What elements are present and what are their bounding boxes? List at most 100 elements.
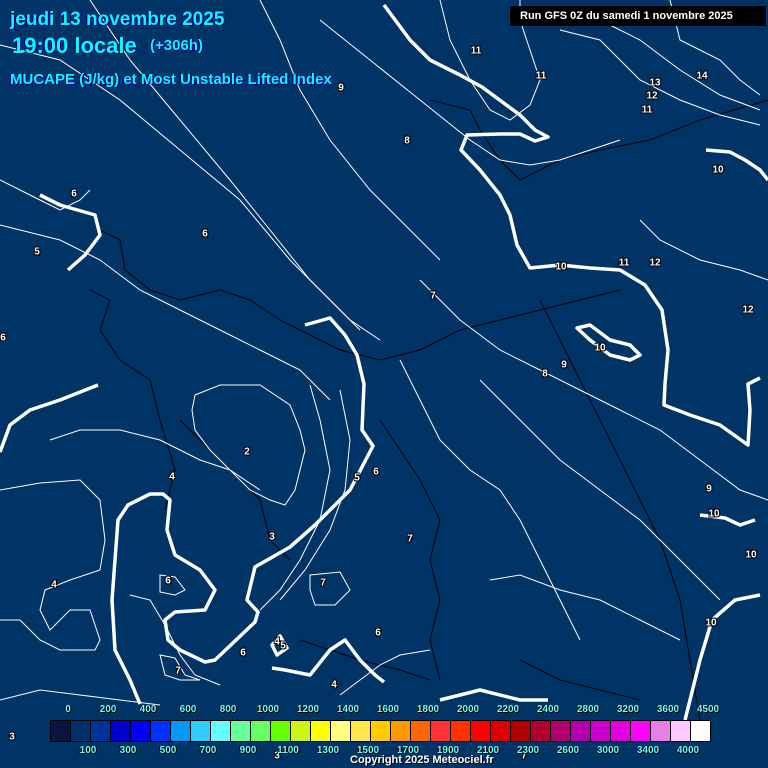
- legend-swatch: [211, 721, 231, 741]
- legend-tick-label: 1600: [376, 704, 400, 715]
- legend-tick-label: 0: [65, 704, 71, 715]
- contour-label: 4: [331, 679, 337, 691]
- contour-label: 11: [641, 104, 653, 116]
- contour-label: 6: [165, 575, 171, 587]
- legend-swatch: [391, 721, 411, 741]
- legend-swatch: [591, 721, 611, 741]
- contour-label: 6: [375, 627, 381, 639]
- legend-tick-label: 500: [159, 745, 177, 756]
- legend-swatch: [451, 721, 471, 741]
- contour-label: 11: [470, 45, 482, 57]
- contour-label: 6: [240, 647, 246, 659]
- legend-tick-label: 2300: [516, 745, 540, 756]
- contour-label: 10: [705, 617, 717, 629]
- contour-label: 12: [649, 257, 661, 269]
- legend-tick-label: 4000: [676, 745, 700, 756]
- thick-contours: [0, 3, 768, 721]
- legend-swatch: [611, 721, 631, 741]
- legend-tick-label: 3000: [596, 745, 620, 756]
- contour-label: 10: [708, 508, 720, 520]
- legend-swatch: [291, 721, 311, 741]
- legend-swatch: [651, 721, 671, 741]
- contour-label: 7: [175, 665, 181, 677]
- contour-label: 8: [542, 368, 548, 380]
- contour-label: 10: [555, 261, 567, 273]
- run-info: Run GFS 0Z du samedi 1 novembre 2025: [510, 6, 766, 26]
- contour-label: 9: [561, 359, 567, 371]
- legend-swatch: [511, 721, 531, 741]
- legend-tick-label: 3400: [636, 745, 660, 756]
- contour-label: 13: [649, 77, 661, 89]
- legend-tick-label: 600: [179, 704, 197, 715]
- legend-tick-label: 2200: [496, 704, 520, 715]
- copyright: Copyright 2025 Meteociel.fr: [350, 754, 494, 766]
- legend-swatch: [311, 721, 331, 741]
- contour-label: 8: [404, 135, 410, 147]
- legend-tick-label: 4500: [696, 704, 720, 715]
- legend-tick-label: 1000: [256, 704, 280, 715]
- contour-label: 7: [521, 750, 527, 762]
- legend-tick-label: 400: [139, 704, 157, 715]
- legend-swatch: [71, 721, 91, 741]
- legend-tick-label: 2400: [536, 704, 560, 715]
- legend-tick-label: 100: [79, 745, 97, 756]
- legend-swatch: [471, 721, 491, 741]
- legend-swatch: [171, 721, 191, 741]
- contour-label: 4: [169, 471, 175, 483]
- legend-swatch: [331, 721, 351, 741]
- contour-label: 6: [0, 332, 6, 344]
- contour-label: 6: [202, 228, 208, 240]
- legend-swatch: [491, 721, 511, 741]
- legend-tick-label: 300: [119, 745, 137, 756]
- legend-swatch: [151, 721, 171, 741]
- contour-label: 4: [274, 636, 280, 648]
- legend-swatch: [251, 721, 271, 741]
- legend-swatch: [111, 721, 131, 741]
- color-legend: [50, 720, 711, 742]
- contour-label: 3: [9, 731, 15, 743]
- forecast-time: 19:00 locale: [12, 33, 137, 58]
- legend-tick-label: 700: [199, 745, 217, 756]
- legend-tick-label: 3600: [656, 704, 680, 715]
- contour-label: 14: [696, 70, 708, 82]
- thin-contours: [0, 0, 768, 706]
- legend-swatch: [91, 721, 111, 741]
- contour-label: 3: [274, 750, 280, 762]
- legend-swatch: [631, 721, 651, 741]
- legend-tick-label: 1800: [416, 704, 440, 715]
- legend-swatch: [131, 721, 151, 741]
- legend-tick-label: 3200: [616, 704, 640, 715]
- contour-label: 3: [269, 531, 275, 543]
- legend-tick-label: 2100: [476, 745, 500, 756]
- legend-tick-label: 1200: [296, 704, 320, 715]
- legend-swatch: [371, 721, 391, 741]
- contour-label: 7: [320, 577, 326, 589]
- contour-label: 6: [373, 466, 379, 478]
- legend-tick-label: 900: [239, 745, 257, 756]
- contour-label: 5: [280, 640, 286, 652]
- legend-tick-label: 1400: [336, 704, 360, 715]
- contour-label: 5: [354, 472, 360, 484]
- contour-label: 10: [745, 549, 757, 561]
- contour-label: 2: [244, 446, 250, 458]
- legend-tick-label: 200: [99, 704, 117, 715]
- contour-label: 9: [706, 483, 712, 495]
- legend-swatch: [191, 721, 211, 741]
- contour-label: 4: [51, 579, 57, 591]
- legend-tick-label: 1500: [356, 745, 380, 756]
- parameter-title: MUCAPE (J/kg) et Most Unstable Lifted In…: [10, 71, 332, 88]
- legend-swatch: [571, 721, 591, 741]
- forecast-date: jeudi 13 novembre 2025: [10, 9, 225, 30]
- legend-tick-label: 2000: [456, 704, 480, 715]
- legend-swatch: [351, 721, 371, 741]
- contour-label: 7: [430, 290, 436, 302]
- contour-label: 10: [594, 342, 606, 354]
- legend-swatch: [431, 721, 451, 741]
- contour-label: 12: [742, 304, 754, 316]
- legend-tick-label: 1300: [316, 745, 340, 756]
- legend-tick-label: 1700: [396, 745, 420, 756]
- forecast-lead-time: (+306h): [150, 37, 203, 54]
- legend-tick-label: 800: [219, 704, 237, 715]
- legend-swatch: [231, 721, 251, 741]
